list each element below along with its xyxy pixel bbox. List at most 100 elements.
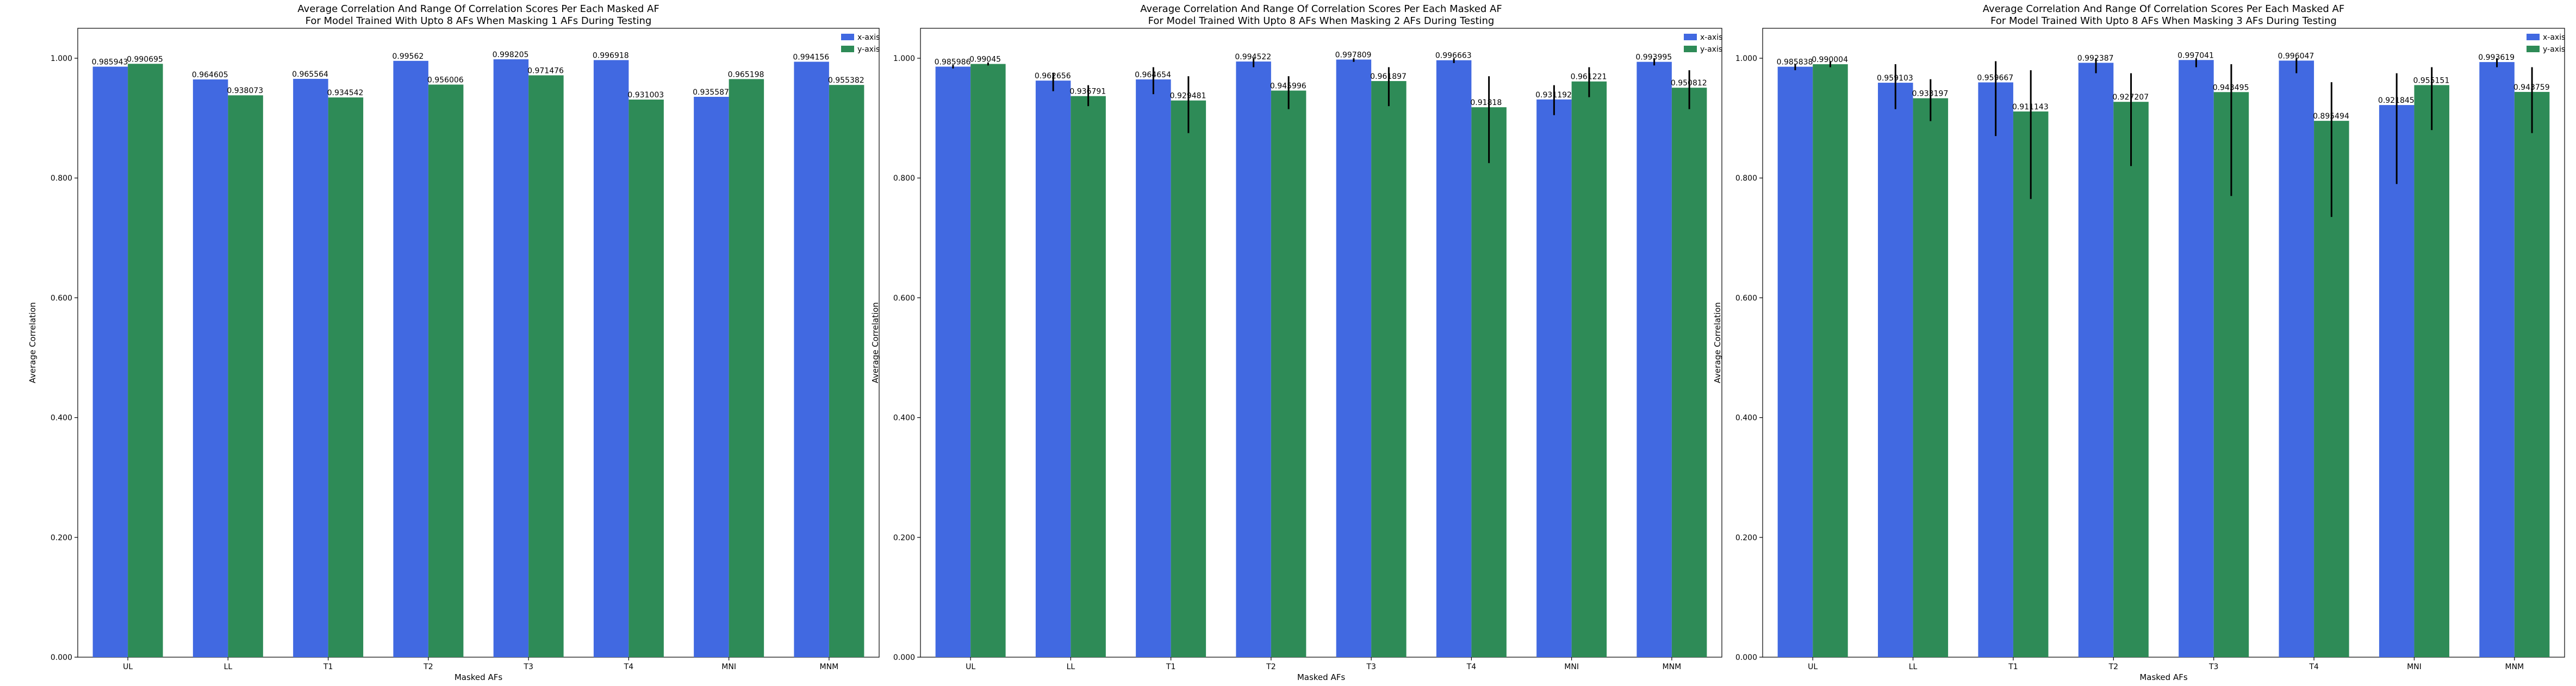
chart-subtitle: For Model Trained With Upto 8 AFs When M… xyxy=(1148,15,1495,27)
data-label: 0.961897 xyxy=(1370,72,1407,81)
bar-y-axis-LL xyxy=(1071,96,1106,658)
bar-y-axis-T4 xyxy=(1471,107,1507,657)
legend-entry: y-axis xyxy=(857,45,880,54)
x-tick-label: T3 xyxy=(2208,663,2218,671)
bar-y-axis-T1 xyxy=(328,97,364,657)
legend-entry: y-axis xyxy=(1700,45,1722,54)
bar-y-axis-T2 xyxy=(1271,90,1306,658)
x-axis-label: Masked AFs xyxy=(1297,672,1346,682)
x-tick-label: T3 xyxy=(1366,663,1376,671)
plot-frame xyxy=(920,28,1722,658)
y-tick-label: 0.600 xyxy=(1735,294,1757,302)
x-tick-label: LL xyxy=(1067,663,1075,671)
bar-x-axis-MNI xyxy=(2379,105,2415,658)
x-tick-label: MNM xyxy=(1663,663,1682,671)
x-tick-label: LL xyxy=(224,663,233,671)
chart-title: Average Correlation And Range Of Correla… xyxy=(297,3,659,15)
bar-x-axis-T1 xyxy=(293,78,328,658)
bar-y-axis-UL xyxy=(970,64,1006,657)
y-tick-label: 0.600 xyxy=(893,294,915,302)
bar-y-axis-T1 xyxy=(1171,100,1206,658)
data-label: 0.985838 xyxy=(1777,58,1813,67)
x-axis-label: Masked AFs xyxy=(455,672,503,682)
x-tick-label: MNI xyxy=(1564,663,1579,671)
data-label: 0.997041 xyxy=(2177,51,2214,60)
data-label: 0.935587 xyxy=(693,88,729,97)
x-tick-label: T4 xyxy=(624,663,634,671)
x-tick-label: UL xyxy=(966,663,975,671)
bar-x-axis-LL xyxy=(1035,81,1071,657)
x-tick-label: MNI xyxy=(2407,663,2422,671)
data-label: 0.91818 xyxy=(1470,98,1502,107)
x-tick-label: T4 xyxy=(1466,663,1477,671)
legend-swatch xyxy=(841,34,854,40)
data-label: 0.985943 xyxy=(92,58,128,67)
bar-x-axis-T2 xyxy=(393,60,428,658)
data-label: 0.945996 xyxy=(1270,82,1306,91)
data-label: 0.931003 xyxy=(627,91,664,100)
x-tick-label: T1 xyxy=(1166,663,1175,671)
y-tick-label: 1.000 xyxy=(893,54,915,63)
bar-y-axis-MNI xyxy=(729,79,764,658)
bar-x-axis-T4 xyxy=(593,60,629,657)
data-label: 0.993619 xyxy=(2478,53,2515,62)
x-tick-label: MNM xyxy=(2505,663,2524,671)
legend-swatch xyxy=(2527,34,2540,40)
bar-x-axis-MNM xyxy=(1637,61,1672,658)
y-tick-label: 0.200 xyxy=(893,534,915,542)
data-label: 0.99562 xyxy=(392,52,424,61)
legend-swatch xyxy=(1684,46,1697,52)
y-tick-label: 0.000 xyxy=(893,653,915,662)
data-label: 0.955382 xyxy=(828,76,864,85)
y-tick-label: 0.000 xyxy=(1735,653,1757,662)
data-label: 0.959103 xyxy=(1877,74,1913,83)
y-tick-label: 0.200 xyxy=(1735,534,1757,542)
y-tick-label: 0.800 xyxy=(893,174,915,183)
data-label: 0.938073 xyxy=(227,86,263,95)
data-label: 0.931192 xyxy=(1535,91,1572,100)
y-tick-label: 0.400 xyxy=(1735,414,1757,423)
bar-y-axis-T2 xyxy=(428,84,464,658)
bar-x-axis-UL xyxy=(935,66,971,658)
data-label: 0.943495 xyxy=(2213,83,2249,92)
x-tick-label: T3 xyxy=(523,663,533,671)
bar-y-axis-T1 xyxy=(2013,111,2049,657)
data-label: 0.998205 xyxy=(493,51,529,59)
bar-x-axis-UL xyxy=(92,66,128,658)
y-tick-label: 1.000 xyxy=(1735,54,1757,63)
plot-frame xyxy=(77,28,880,658)
data-label: 0.895494 xyxy=(2313,112,2349,121)
bar-y-axis-MNM xyxy=(2514,91,2550,657)
legend-entry: x-axis xyxy=(1700,33,1722,42)
bar-y-axis-T3 xyxy=(528,75,564,658)
bar-x-axis-T2 xyxy=(2078,63,2114,657)
y-axis-label: Average Correlation xyxy=(1713,302,1722,383)
data-label: 0.996918 xyxy=(593,51,629,60)
legend-swatch xyxy=(2527,46,2540,52)
data-label: 0.965564 xyxy=(292,70,328,79)
x-tick-label: T2 xyxy=(2108,663,2118,671)
chart-panel-3: Average Correlation And Range Of Correla… xyxy=(1713,3,2565,682)
data-label: 0.993995 xyxy=(1635,53,1672,62)
legend-entry: x-axis xyxy=(2543,33,2565,42)
x-tick-label: T2 xyxy=(1266,663,1275,671)
bar-y-axis-T3 xyxy=(1371,81,1407,658)
chart-panel-1: Average Correlation And Range Of Correla… xyxy=(28,3,880,682)
data-label: 0.994156 xyxy=(793,53,829,61)
data-label: 0.934542 xyxy=(327,89,364,97)
legend-swatch xyxy=(1684,34,1697,40)
x-tick-label: UL xyxy=(1808,663,1818,671)
bar-x-axis-MNI xyxy=(1536,99,1572,657)
data-label: 0.971476 xyxy=(527,66,564,75)
bar-x-axis-T3 xyxy=(493,59,529,658)
bar-y-axis-LL xyxy=(1913,98,1949,658)
x-tick-label: LL xyxy=(1909,663,1918,671)
data-label: 0.996663 xyxy=(1435,52,1472,60)
bar-x-axis-T3 xyxy=(1336,59,1372,657)
bar-y-axis-MNI xyxy=(1571,81,1607,657)
y-axis-label: Average Correlation xyxy=(28,302,38,383)
x-tick-label: T1 xyxy=(2008,663,2018,671)
x-tick-label: MNI xyxy=(721,663,736,671)
bar-x-axis-LL xyxy=(1878,83,1913,658)
